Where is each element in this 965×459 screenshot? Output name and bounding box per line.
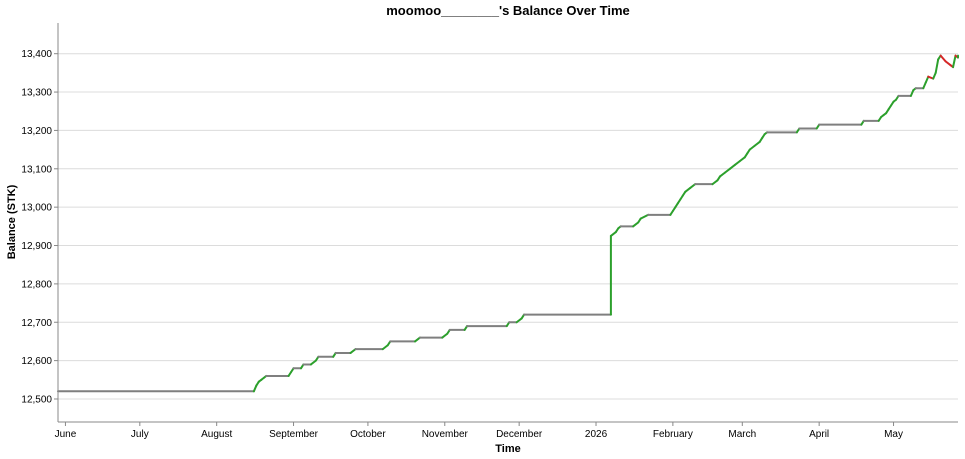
x-tick-label: March <box>728 429 756 440</box>
y-tick-label: 13,400 <box>21 49 52 60</box>
line-segment <box>349 348 357 354</box>
line-segment <box>632 221 640 228</box>
x-tick-label: February <box>653 429 693 440</box>
line-segment <box>738 156 746 163</box>
line-segment <box>609 231 617 237</box>
x-tick-label: October <box>350 429 386 440</box>
x-axis-label: Time <box>495 443 520 455</box>
y-tick-label: 12,800 <box>21 279 52 290</box>
x-tick-label: July <box>131 429 149 440</box>
line-segment <box>309 359 317 366</box>
y-axis-label: Balance (STK) <box>6 184 18 259</box>
line-segment <box>932 71 937 80</box>
line-segment <box>252 384 258 393</box>
y-tick-label: 12,600 <box>21 356 52 367</box>
x-tick-label: November <box>422 429 469 440</box>
x-tick-label: 2026 <box>585 429 608 440</box>
y-tick-label: 13,100 <box>21 164 52 175</box>
line-segment <box>934 58 940 74</box>
line-segment <box>723 167 731 174</box>
line-segment <box>639 213 650 220</box>
line-segment <box>414 336 421 343</box>
line-segment <box>711 179 719 186</box>
grid-lines <box>58 53 958 400</box>
line-segment <box>733 160 741 166</box>
y-tick-label: 12,900 <box>21 241 52 252</box>
x-tick-label: April <box>809 429 829 440</box>
y-tick-label: 12,700 <box>21 318 52 329</box>
y-tick-label: 13,200 <box>21 126 52 137</box>
x-tick-label: September <box>269 429 319 440</box>
line-segment <box>441 332 449 339</box>
line-segment <box>515 317 523 324</box>
y-tick-label: 13,000 <box>21 203 52 214</box>
line-segment <box>909 89 915 97</box>
x-tick-label: December <box>496 429 543 440</box>
line-segment <box>753 140 761 147</box>
x-axis: June July August September October November De… <box>55 422 903 440</box>
x-tick-label: August <box>201 429 232 440</box>
line-segment <box>952 54 957 69</box>
balance-line <box>57 54 959 393</box>
line-segment <box>748 144 756 151</box>
line-segment <box>728 163 736 170</box>
line-segment <box>944 60 952 67</box>
line-segment <box>684 186 692 193</box>
line-segment <box>689 183 697 189</box>
y-axis: 12,500 12,600 12,700 12,800 12,900 13,000 13,1… <box>21 49 58 405</box>
line-segment <box>924 75 930 84</box>
y-tick-label: 13,300 <box>21 88 52 99</box>
x-tick-label: May <box>884 429 903 440</box>
x-tick-label: June <box>55 429 77 440</box>
chart-title: moomoo________'s Balance Over Time <box>386 3 629 18</box>
line-segment <box>381 344 389 351</box>
line-segment <box>718 171 726 178</box>
line-segment <box>922 81 927 90</box>
line-segment <box>939 54 947 63</box>
y-tick-label: 12,500 <box>21 394 52 405</box>
